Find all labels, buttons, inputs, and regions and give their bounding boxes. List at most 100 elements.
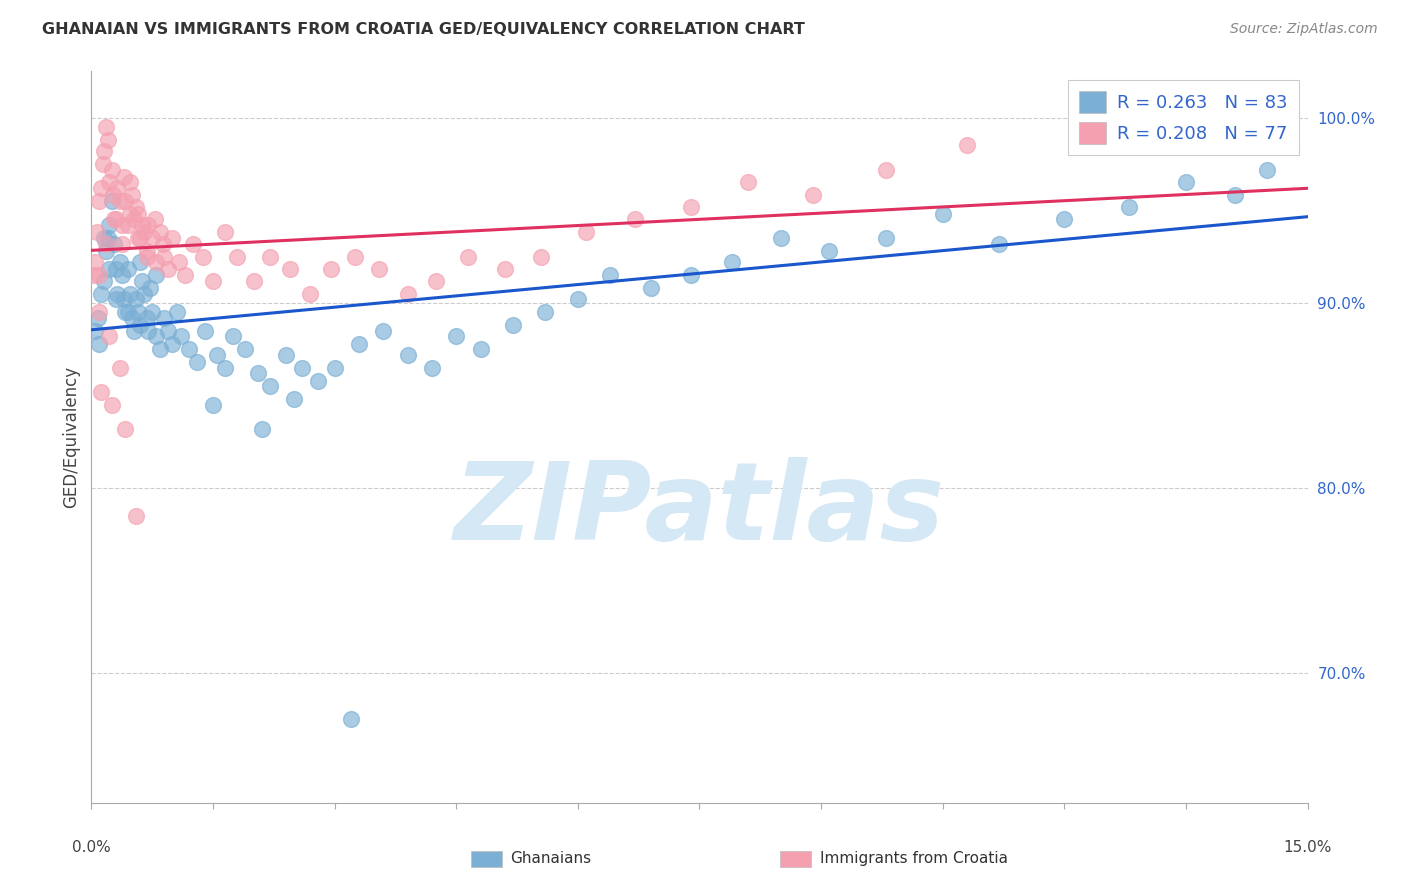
Point xyxy=(801,188,824,202)
Point xyxy=(299,286,322,301)
Point xyxy=(122,324,145,338)
Point xyxy=(202,398,225,412)
Point xyxy=(259,379,281,393)
Text: Source: ZipAtlas.com: Source: ZipAtlas.com xyxy=(1230,22,1378,37)
Point xyxy=(214,360,236,375)
Point xyxy=(623,212,645,227)
Point xyxy=(89,268,111,282)
Point xyxy=(97,133,120,147)
Point xyxy=(246,366,269,380)
Point xyxy=(100,398,122,412)
Point xyxy=(153,250,176,264)
Point xyxy=(117,305,139,319)
Point xyxy=(242,274,264,288)
Point xyxy=(149,226,172,240)
Point xyxy=(173,268,195,282)
Point xyxy=(136,218,159,232)
Point xyxy=(83,268,105,282)
Point xyxy=(100,194,122,208)
Text: GHANAIAN VS IMMIGRANTS FROM CROATIA GED/EQUIVALENCY CORRELATION CHART: GHANAIAN VS IMMIGRANTS FROM CROATIA GED/… xyxy=(42,22,806,37)
Point xyxy=(129,318,152,332)
Text: 15.0%: 15.0% xyxy=(1284,840,1331,855)
Point xyxy=(534,305,557,319)
Point xyxy=(111,268,134,282)
Point xyxy=(214,226,236,240)
Point xyxy=(194,324,217,338)
Point xyxy=(250,422,273,436)
Point xyxy=(98,218,121,232)
Point xyxy=(114,194,136,208)
Point xyxy=(420,360,443,375)
Point xyxy=(117,218,139,232)
Point xyxy=(323,360,346,375)
Point xyxy=(681,200,703,214)
Point xyxy=(291,360,314,375)
Point xyxy=(132,226,155,240)
Text: Immigrants from Croatia: Immigrants from Croatia xyxy=(820,852,1008,866)
Point xyxy=(1118,200,1140,214)
Point xyxy=(567,292,589,306)
Point xyxy=(502,318,524,332)
Point xyxy=(457,250,479,264)
Point xyxy=(283,392,305,406)
Point xyxy=(114,422,136,436)
Text: 0.0%: 0.0% xyxy=(72,840,111,855)
Point xyxy=(112,292,135,306)
Point xyxy=(181,236,204,251)
Point xyxy=(153,310,176,325)
Point xyxy=(145,329,167,343)
Point xyxy=(444,329,467,343)
Point xyxy=(93,144,115,158)
Point xyxy=(127,207,149,221)
Point xyxy=(135,310,157,325)
Point xyxy=(100,162,122,177)
Point xyxy=(721,255,744,269)
Point xyxy=(94,120,117,134)
Point xyxy=(141,305,163,319)
Point xyxy=(135,250,157,264)
Point xyxy=(89,305,111,319)
Point xyxy=(121,188,143,202)
Point xyxy=(98,329,121,343)
Point xyxy=(818,244,841,258)
Point xyxy=(103,212,125,227)
Point xyxy=(307,374,329,388)
Point xyxy=(956,138,979,153)
Point xyxy=(117,262,139,277)
Point xyxy=(177,342,200,356)
Point xyxy=(93,231,115,245)
Point xyxy=(167,255,190,269)
Point xyxy=(103,236,125,251)
Point xyxy=(222,329,245,343)
Point xyxy=(91,157,114,171)
Point xyxy=(94,244,117,258)
Point xyxy=(396,348,419,362)
Point xyxy=(121,310,143,325)
Point xyxy=(104,262,127,277)
Point xyxy=(105,181,128,195)
Point xyxy=(162,231,184,245)
Point xyxy=(235,342,257,356)
Point xyxy=(139,281,162,295)
Point xyxy=(98,176,121,190)
Point xyxy=(343,250,366,264)
Point xyxy=(120,286,142,301)
Point xyxy=(120,176,142,190)
Point xyxy=(186,355,208,369)
Point xyxy=(599,268,621,282)
Point xyxy=(104,212,127,227)
Point xyxy=(373,324,395,338)
Point xyxy=(396,286,419,301)
Point xyxy=(340,713,363,727)
Point xyxy=(87,194,110,208)
Point xyxy=(1256,162,1278,177)
Point xyxy=(769,231,792,245)
Text: Ghanaians: Ghanaians xyxy=(510,852,592,866)
Point xyxy=(141,231,163,245)
Point xyxy=(202,274,225,288)
Point xyxy=(125,292,148,306)
Point xyxy=(90,286,112,301)
Point xyxy=(84,324,107,338)
Point xyxy=(125,200,148,214)
Point xyxy=(1053,212,1076,227)
